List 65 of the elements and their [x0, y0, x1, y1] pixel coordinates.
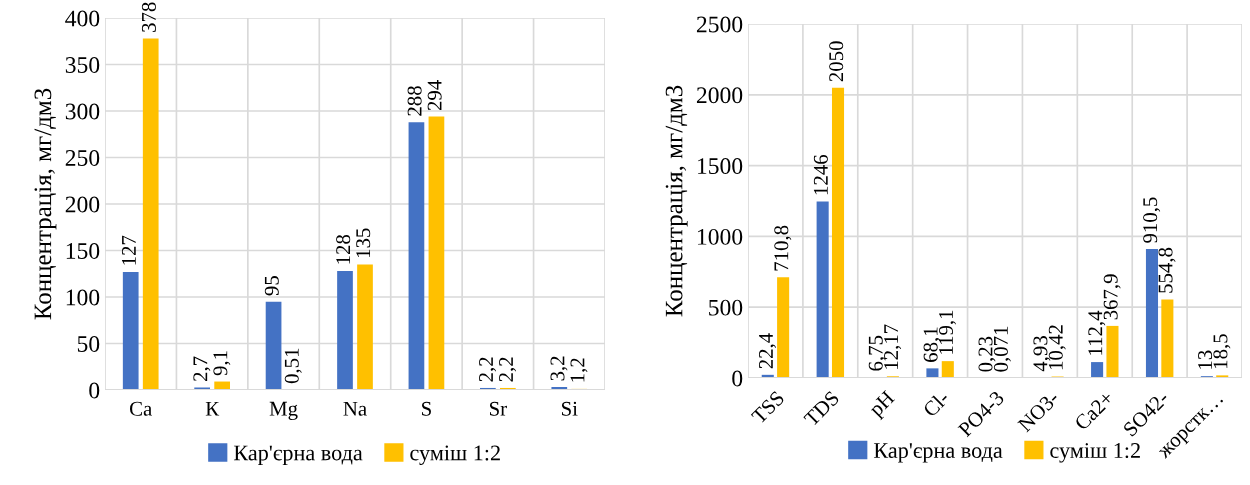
data-label: 910,5 — [1143, 197, 1161, 243]
y-tick-label: 150 — [66, 242, 100, 259]
x-tick-label: Sr — [489, 401, 507, 416]
data-label: 4,93 — [1033, 336, 1051, 372]
data-label: 367,9 — [1103, 274, 1121, 320]
data-label: 9,1 — [213, 351, 231, 376]
x-tick-label: Na — [343, 401, 367, 416]
data-label: 112,4 — [1088, 310, 1106, 355]
data-label: 128 — [336, 234, 351, 264]
data-label: 2,2 — [499, 357, 517, 382]
data-label: 0,23 — [978, 336, 996, 372]
y-axis-title: Концентрація, мг/дм3 — [34, 88, 57, 320]
legend-label: Кар'єрна вода — [233, 445, 363, 465]
legend-label: суміш 1:2 — [1050, 443, 1140, 463]
y-tick-label: 250 — [65, 149, 100, 166]
data-label: 554,8 — [1158, 247, 1176, 293]
data-label: 13 — [1198, 350, 1213, 369]
data-label: 6,75 — [868, 335, 886, 371]
data-label: 119,1 — [939, 310, 957, 354]
data-label: 12,17 — [884, 324, 902, 369]
x-tick-label: pH — [868, 390, 899, 421]
y-tick-label: 200 — [65, 196, 100, 213]
legend-label: суміш 1:2 — [410, 445, 500, 465]
data-label: 22,4 — [758, 333, 776, 369]
data-label: 1246 — [813, 154, 828, 195]
data-label: 294 — [427, 80, 442, 111]
x-tick-label: Ca — [130, 401, 152, 416]
y-tick-label: 2500 — [696, 16, 743, 33]
x-tick-label: S — [422, 401, 431, 416]
data-label: 95 — [264, 276, 279, 296]
y-tick-label: 350 — [65, 56, 100, 73]
data-label: 68,1 — [923, 327, 941, 362]
x-tick-label: К — [205, 401, 220, 416]
data-label: 2,2 — [479, 357, 497, 382]
x-tick-label: Si — [561, 401, 578, 416]
y-tick-label: 400 — [65, 10, 100, 27]
data-label: 710,8 — [774, 225, 792, 271]
y-tick-label: 500 — [709, 299, 743, 316]
y-tick-label: 2000 — [696, 87, 743, 104]
y-tick-label: 50 — [77, 335, 100, 352]
y-tick-label: 300 — [65, 103, 100, 120]
y-axis-title: Концентрація, мг/дм3 — [665, 85, 688, 317]
y-tick-label: 1000 — [697, 228, 743, 245]
data-label: 10,42 — [1048, 325, 1066, 370]
data-label: 127 — [121, 235, 136, 265]
y-tick-label: 100 — [66, 289, 100, 306]
data-label: 288 — [407, 86, 422, 116]
data-label: 2050 — [829, 41, 844, 82]
data-label: 378 — [141, 2, 156, 32]
y-tick-label: 0 — [732, 370, 743, 387]
legend-label: Кар'єрна вода — [873, 443, 1003, 463]
data-label: 18,5 — [1213, 334, 1231, 368]
data-label: 1,2 — [570, 358, 588, 382]
x-tick-label: Mg — [269, 401, 298, 420]
y-tick-label: 0 — [89, 382, 100, 399]
data-label: 2,7 — [193, 356, 211, 382]
data-label: 0,071 — [993, 326, 1011, 372]
data-label: 3,2 — [550, 356, 568, 381]
x-tick-label: Ca2+ — [1073, 390, 1115, 431]
x-tick-label: TDS — [803, 390, 840, 428]
x-tick-label: Cl- — [921, 389, 950, 418]
y-tick-label: 1500 — [697, 158, 743, 175]
data-label: 135 — [356, 228, 371, 258]
x-tick-label: TSS — [750, 390, 785, 425]
data-label: 0,51 — [284, 348, 302, 384]
